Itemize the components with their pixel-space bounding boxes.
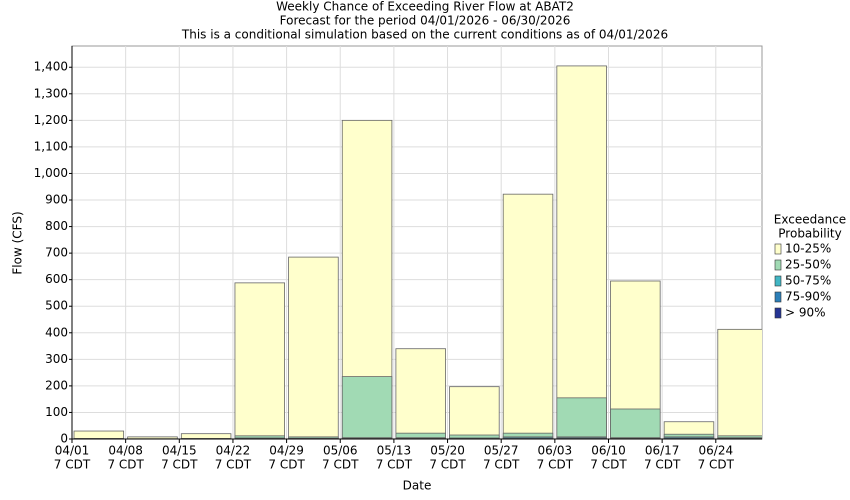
bar [449, 434, 500, 439]
chart-subtitle: This is a conditional simulation based o… [181, 28, 668, 42]
x-tick-label: 7 CDT [644, 458, 681, 472]
bar [395, 432, 446, 439]
x-tick-label: 7 CDT [483, 458, 520, 472]
y-tick-label: 100 [45, 405, 68, 419]
y-tick-label: 500 [45, 299, 68, 313]
y-tick-label: 400 [45, 325, 68, 339]
x-tick-label: 04/15 [162, 444, 197, 458]
x-tick-label: 7 CDT [590, 458, 627, 472]
bar [717, 328, 762, 439]
bar [610, 408, 661, 439]
x-tick-label: 7 CDT [322, 458, 359, 472]
bar [556, 397, 607, 439]
x-tick-label: 7 CDT [215, 458, 252, 472]
y-tick-label: 800 [45, 219, 68, 233]
y-tick-label: 1,400 [34, 60, 68, 74]
legend-title: Exceedance [774, 213, 846, 227]
legend-label: > 90% [785, 306, 826, 320]
x-tick-label: 7 CDT [107, 458, 144, 472]
x-tick-label: 04/01 [55, 444, 90, 458]
bar [449, 386, 500, 439]
chart-title: Weekly Chance of Exceeding River Flow at… [276, 0, 574, 14]
x-tick-label: 7 CDT [268, 458, 305, 472]
bar [288, 256, 339, 439]
bar [502, 432, 554, 439]
x-tick-label: 7 CDT [161, 458, 198, 472]
bar [502, 193, 554, 439]
y-tick-label: 700 [45, 246, 68, 260]
legend-swatch [774, 259, 782, 271]
legend-swatch [774, 291, 782, 303]
legend-label: 75-90% [785, 290, 831, 304]
x-axis-label: Date [403, 479, 432, 493]
y-tick-label: 1,100 [34, 139, 68, 153]
bar [341, 376, 393, 439]
x-tick-label: 05/27 [484, 444, 519, 458]
legend-label: 25-50% [785, 258, 831, 272]
x-tick-label: 04/08 [108, 444, 143, 458]
legend-label: 50-75% [785, 274, 831, 288]
x-tick-label: 7 CDT [376, 458, 413, 472]
bar [395, 348, 446, 439]
x-tick-label: 05/13 [377, 444, 412, 458]
x-tick-label: 06/10 [591, 444, 626, 458]
y-tick-label: 300 [45, 352, 68, 366]
legend-title: Probability [778, 227, 841, 241]
y-tick-label: 1,200 [34, 113, 68, 127]
x-tick-label: 04/22 [216, 444, 251, 458]
y-tick-label: 0 [60, 432, 68, 446]
bar [234, 282, 285, 439]
y-axis-label: Flow (CFS) [11, 211, 25, 274]
x-tick-label: 7 CDT [698, 458, 735, 472]
y-tick-label: 600 [45, 272, 68, 286]
chart-subtitle: Forecast for the period 04/01/2026 - 06/… [280, 14, 571, 28]
x-tick-label: 05/20 [430, 444, 465, 458]
bar [73, 430, 125, 439]
x-tick-label: 7 CDT [429, 458, 466, 472]
y-tick-label: 200 [45, 378, 68, 392]
x-tick-label: 05/06 [323, 444, 358, 458]
x-tick-label: 04/29 [269, 444, 304, 458]
legend-swatch [774, 307, 782, 319]
x-tick-label: 7 CDT [537, 458, 574, 472]
legend-swatch [774, 275, 782, 287]
x-tick-label: 06/17 [645, 444, 680, 458]
x-tick-label: 7 CDT [54, 458, 91, 472]
y-tick-label: 1,000 [34, 166, 68, 180]
x-tick-label: 06/24 [699, 444, 734, 458]
legend-swatch [774, 243, 782, 255]
x-tick-label: 06/03 [538, 444, 573, 458]
legend-label: 10-25% [785, 242, 831, 256]
bar [556, 65, 607, 439]
y-tick-label: 1,300 [34, 86, 68, 100]
y-tick-label: 900 [45, 193, 68, 207]
